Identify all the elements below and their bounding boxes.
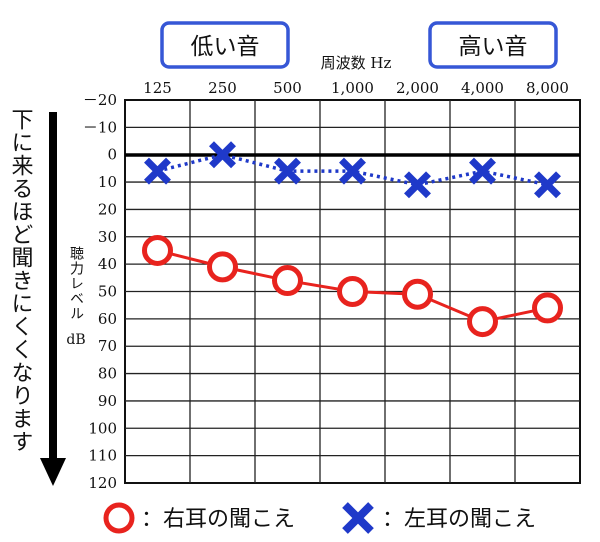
y-tick-label: 40 [98, 255, 117, 273]
left-ear-point [209, 141, 236, 169]
low-sound-label: 低い音 [191, 34, 260, 60]
right-ear-point [207, 251, 238, 283]
x-tick-label: 8,000 [526, 79, 569, 97]
x-tick-label: 125 [143, 79, 172, 97]
x-tick-label: 1,000 [331, 79, 374, 97]
y-tick-label: 90 [98, 392, 117, 410]
legend-left-ear: ：左耳の聞こえ [382, 507, 536, 532]
right-ear-point [532, 292, 563, 324]
downward-arrow-icon [40, 458, 66, 486]
left-ear-point [144, 157, 171, 185]
left-ear-point [534, 171, 561, 199]
x-tick-labels: 125 250 500 1,000 2,000 4,000 8,000 [143, 79, 569, 97]
legend-circle-icon [103, 502, 135, 534]
right-ear-point [337, 276, 368, 307]
x-tick-label: 2,000 [396, 79, 439, 97]
y-tick-label: 80 [98, 365, 117, 383]
y-tick-label: 0 [107, 146, 117, 164]
legend-cross-icon [342, 502, 374, 534]
frequency-axis-title: 周波数 Hz [321, 54, 392, 72]
y-tick-label: 100 [88, 419, 117, 437]
arrow-caption: 下に来るほど聞きにくくなります [8, 108, 34, 453]
y-tick-label: －20 [83, 91, 117, 109]
right-ear-point [142, 234, 173, 266]
legend-cross-mark [342, 502, 374, 534]
high-sound-badge [428, 21, 558, 69]
y-tick-label: 70 [98, 337, 117, 355]
level-axis-title: 聴力レベル [68, 246, 84, 321]
right-ear-point [402, 278, 433, 310]
right-ear-point [272, 265, 303, 297]
y-tick-label: 120 [88, 474, 117, 492]
left-ear-point [339, 157, 366, 185]
y-tick-label: 20 [98, 200, 117, 218]
low-sound-badge [160, 21, 290, 69]
legend-right-ear: ：右耳の聞こえ [141, 507, 295, 532]
left-ear-point [274, 157, 301, 185]
left-ear-point [469, 157, 496, 185]
y-tick-label: 110 [88, 447, 117, 465]
right-ear-series [142, 234, 563, 338]
left-ear-point [404, 171, 431, 199]
level-axis-unit: dB [66, 332, 85, 348]
x-tick-label: 4,000 [461, 79, 504, 97]
right-ear-point [467, 306, 498, 338]
left-ear-series [144, 141, 561, 199]
x-tick-label: 250 [208, 79, 237, 97]
x-tick-label: 500 [273, 79, 302, 97]
high-sound-label: 高い音 [459, 34, 528, 60]
y-tick-label: 60 [98, 310, 117, 328]
y-tick-label: 10 [98, 173, 117, 191]
y-tick-labels: －20 －10 0 10 20 30 40 50 60 70 80 90 100 110 120 [83, 91, 117, 492]
y-tick-label: 30 [98, 228, 117, 246]
y-tick-label: －10 [83, 118, 117, 136]
y-tick-label: 50 [98, 283, 117, 301]
